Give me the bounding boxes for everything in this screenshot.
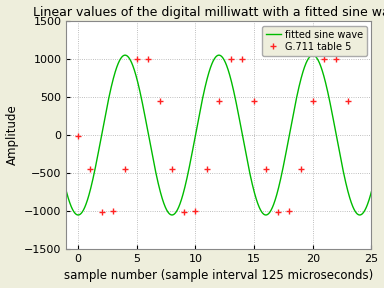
fitted sine wave (274, 195, 278, 199)
G.711 table 5 (346, 99, 350, 103)
G.711 table 5 (240, 57, 245, 61)
G.711 table 5 (181, 210, 186, 213)
G.711 table 5 (217, 99, 221, 103)
G.711 table 5 (252, 99, 257, 103)
G.711 table 5 (76, 134, 80, 137)
G.711 table 5 (170, 167, 174, 171)
fitted sine wave (199, 104, 203, 108)
fitted sine wave (369, 190, 374, 194)
X-axis label: sample number (sample interval 125 microseconds): sample number (sample interval 125 micro… (64, 270, 374, 283)
G.711 table 5 (205, 167, 209, 171)
fitted sine wave (302, 65, 307, 69)
G.711 table 5 (287, 209, 291, 213)
Title: Linear values of the digital milliwatt with a fitted sine wave: Linear values of the digital milliwatt w… (33, 5, 384, 18)
G.711 table 5 (134, 57, 139, 60)
G.711 table 5 (99, 210, 104, 213)
G.711 table 5 (158, 99, 162, 103)
G.711 table 5 (275, 210, 280, 213)
fitted sine wave (310, 53, 315, 57)
G.711 table 5 (263, 167, 268, 171)
Y-axis label: Amplitude: Amplitude (5, 105, 18, 165)
G.711 table 5 (123, 167, 127, 171)
G.711 table 5 (228, 57, 233, 60)
G.711 table 5 (299, 167, 303, 171)
G.711 table 5 (146, 57, 151, 61)
G.711 table 5 (334, 57, 338, 61)
Line: G.711 table 5: G.711 table 5 (74, 55, 351, 215)
G.711 table 5 (193, 209, 198, 213)
fitted sine wave (308, 55, 312, 58)
G.711 table 5 (111, 209, 116, 213)
G.711 table 5 (322, 57, 327, 60)
G.711 table 5 (310, 99, 315, 103)
G.711 table 5 (88, 167, 92, 171)
fitted sine wave (64, 190, 69, 193)
Legend: fitted sine wave, G.711 table 5: fitted sine wave, G.711 table 5 (262, 26, 366, 56)
Line: fitted sine wave: fitted sine wave (66, 55, 371, 215)
fitted sine wave (188, 162, 192, 165)
fitted sine wave (95, 155, 100, 158)
fitted sine wave (170, 213, 174, 217)
